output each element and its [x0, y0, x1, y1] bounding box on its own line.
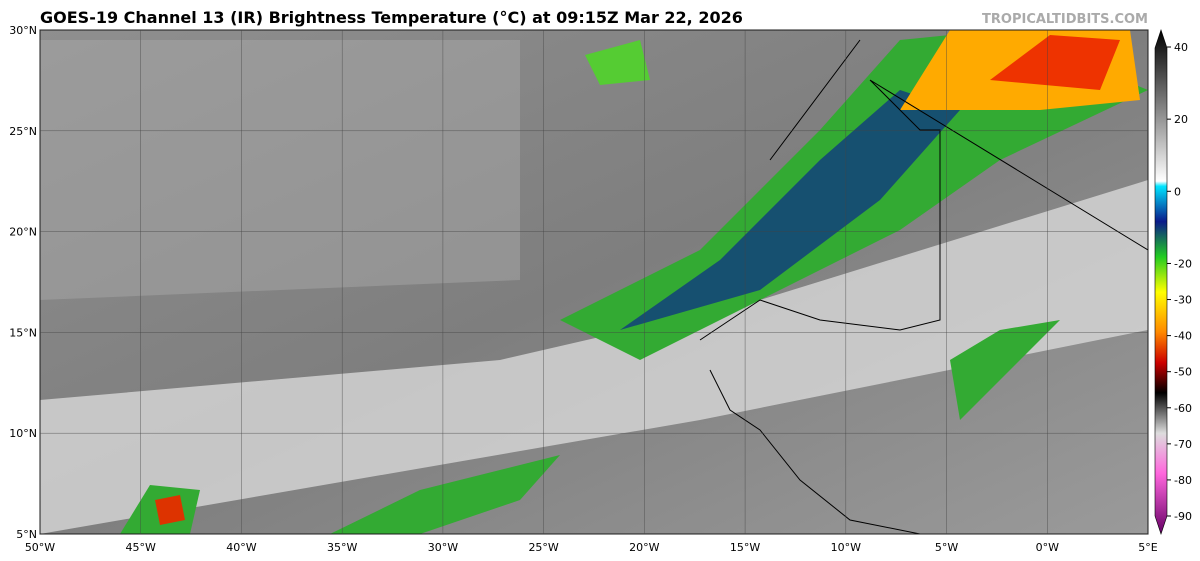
lat-label: 10°N [9, 427, 37, 440]
lon-label: 0°W [1036, 541, 1059, 554]
cloud-field [40, 40, 520, 300]
colorbar-label: 0 [1174, 185, 1181, 198]
colorbar-label: -30 [1174, 294, 1192, 307]
lon-label: 30°W [428, 541, 458, 554]
lat-label: 25°N [9, 125, 37, 138]
lat-label: 20°N [9, 226, 37, 239]
cloud-core [620, 90, 960, 330]
colorbar-label: -60 [1174, 402, 1192, 415]
cloud-cluster [950, 320, 1060, 420]
colorbar-label: -90 [1174, 510, 1192, 523]
colorbar-label: -50 [1174, 366, 1192, 379]
cloud-cluster [330, 455, 560, 534]
colorbar [1154, 29, 1168, 535]
lat-label: 15°N [9, 326, 37, 339]
lon-label: 50°W [25, 541, 55, 554]
lat-label: 5°N [16, 528, 37, 541]
lat-label: 30°N [9, 24, 37, 37]
colorbar-label: -40 [1174, 330, 1192, 343]
lon-label: 25°W [528, 541, 558, 554]
credit: TROPICALTIDBITS.COM [982, 12, 1148, 27]
cloud-band [40, 180, 1148, 534]
colorbar-label: 20 [1174, 113, 1188, 126]
cloud-cluster [585, 40, 650, 85]
lon-label: 45°W [126, 541, 156, 554]
lon-label: 20°W [629, 541, 659, 554]
colorbar-label: 40 [1174, 41, 1188, 54]
cloud-core [990, 35, 1120, 90]
imagery [40, 30, 1148, 534]
lon-label: 15°W [730, 541, 760, 554]
lon-label: 40°W [226, 541, 256, 554]
lon-label: 5°E [1138, 541, 1157, 554]
coastline [699, 39, 1148, 534]
colorbar-label: -20 [1174, 257, 1192, 270]
lon-label: 35°W [327, 541, 357, 554]
lon-label: 10°W [831, 541, 861, 554]
colorbar-label: -80 [1174, 474, 1192, 487]
colorbar-label: -70 [1174, 438, 1192, 451]
cloud-cluster [155, 495, 185, 525]
title: GOES-19 Channel 13 (IR) Brightness Tempe… [40, 8, 743, 27]
lon-label: 5°W [935, 541, 958, 554]
